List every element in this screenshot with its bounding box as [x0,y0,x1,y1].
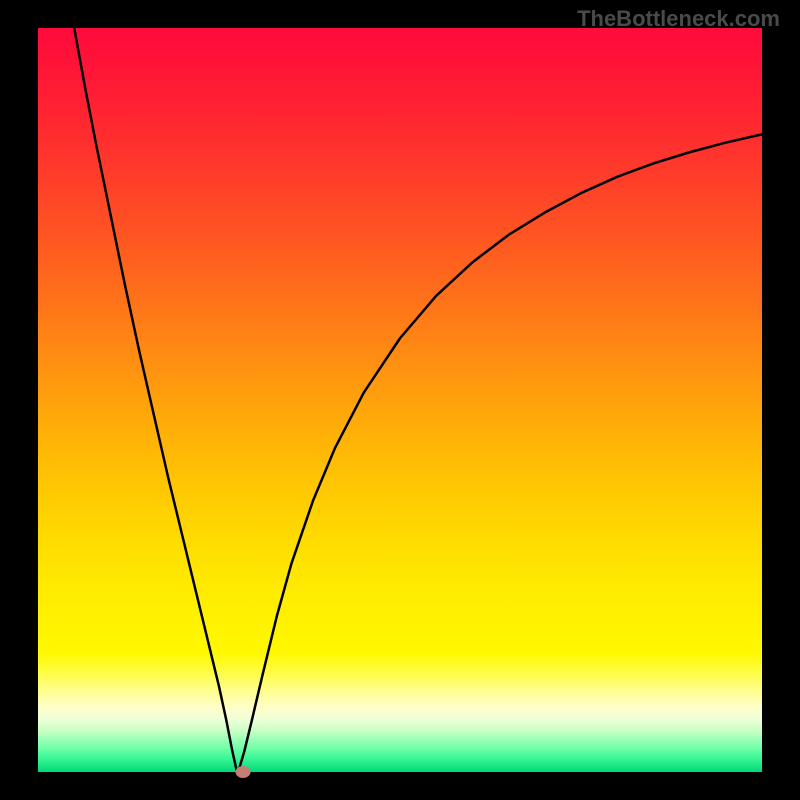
watermark-text: TheBottleneck.com [577,6,780,32]
plot-area [38,28,762,772]
chart-container: TheBottleneck.com [0,0,800,800]
optimum-marker [235,766,250,778]
